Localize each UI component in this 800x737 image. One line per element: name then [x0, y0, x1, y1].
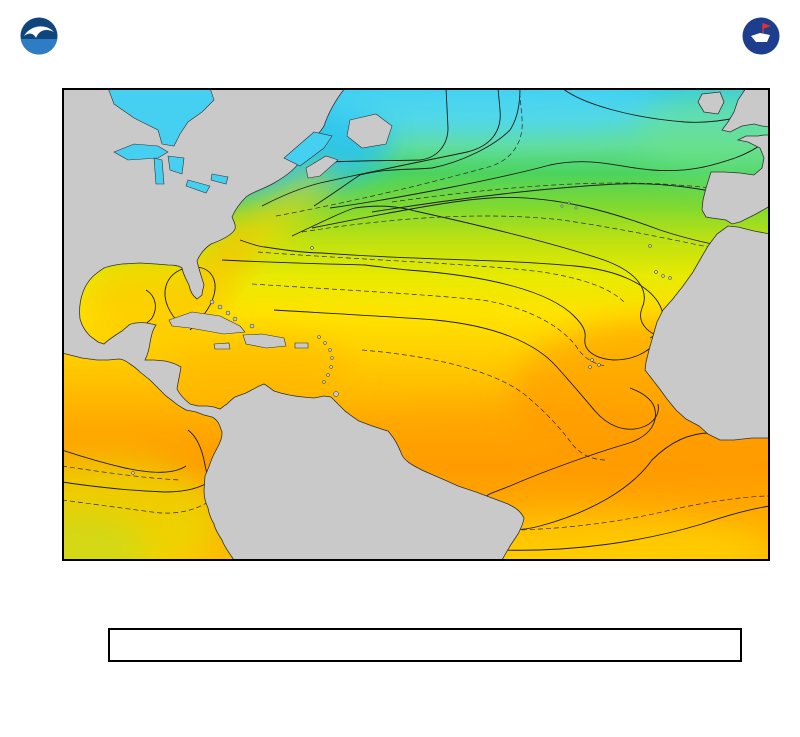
americas-landmass	[61, 87, 525, 561]
nova-scotia	[305, 155, 339, 179]
lake-ontario	[210, 173, 229, 185]
colorbar	[108, 628, 742, 662]
noaa-gull-icon	[24, 26, 54, 38]
nws-usa-map-icon	[751, 33, 770, 42]
nws-logo-svg	[731, 6, 791, 66]
noaa-logo-svg	[9, 6, 69, 66]
lake-huron	[167, 155, 185, 175]
africa-landmass	[644, 225, 771, 441]
lake-michigan	[153, 157, 165, 185]
hispaniola-island	[242, 333, 287, 349]
x-axis-labels	[0, 568, 800, 588]
hudson-bay	[107, 87, 215, 147]
noaa-emblem-ocean	[20, 39, 58, 55]
sst-map	[0, 58, 800, 588]
cuba-island	[168, 311, 246, 335]
lake-superior	[113, 143, 169, 161]
inland-water	[107, 87, 333, 194]
puerto-rico-island	[294, 342, 309, 349]
lake-erie	[185, 179, 211, 194]
small-islands	[131, 201, 672, 475]
sst-map-svg	[0, 58, 800, 588]
landmasses	[61, 87, 771, 561]
map-frame	[62, 88, 770, 561]
iberia-france-landmass	[701, 134, 771, 225]
noaa-logo	[8, 5, 70, 67]
newfoundland-island	[346, 113, 393, 149]
nws-warning-flag-icon	[763, 23, 771, 29]
y-axis-labels	[0, 0, 56, 600]
jamaica-island	[213, 342, 231, 350]
gulf-of-st-lawrence	[283, 131, 333, 167]
nws-logo	[730, 5, 792, 67]
colorbar-ticks	[108, 664, 742, 696]
ireland-landmass	[697, 91, 725, 115]
